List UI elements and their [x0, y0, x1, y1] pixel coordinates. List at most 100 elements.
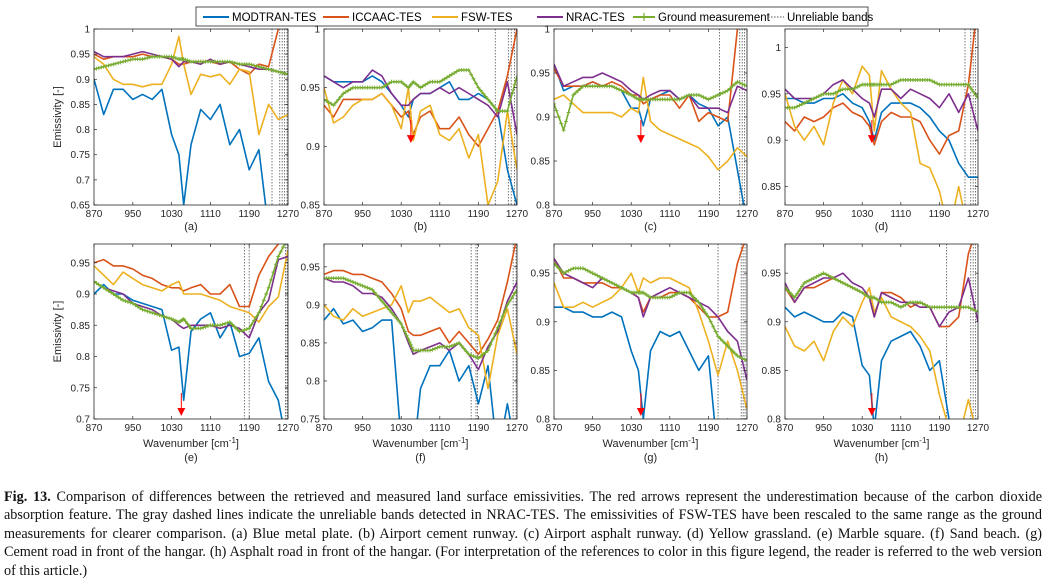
red-arrow	[636, 120, 645, 144]
x-tick-label: 1030	[160, 209, 183, 220]
figure-caption: Fig. 13. Comparison of differences betwe…	[4, 488, 1042, 580]
ground-point	[836, 278, 841, 283]
ground-point	[507, 100, 512, 105]
series-line-iccaac-tes	[785, 29, 976, 155]
ground-point	[568, 101, 573, 106]
ground-point	[706, 314, 711, 319]
red-arrow-head	[177, 408, 186, 416]
legend-label: Unreliable bands	[787, 12, 874, 24]
ground-point	[795, 104, 800, 109]
ground-point	[108, 290, 113, 295]
ground-point	[111, 62, 116, 67]
ground-point	[454, 341, 459, 346]
unreliable-bands	[717, 244, 747, 419]
ground-point	[718, 336, 723, 341]
ground-point	[556, 266, 561, 271]
ground-point	[836, 89, 841, 94]
ground-point	[264, 292, 269, 296]
ground-point	[802, 280, 807, 285]
ground-point	[483, 350, 488, 355]
y-tick-label: 0.8	[536, 415, 550, 426]
ground-point	[843, 282, 848, 287]
ground-point	[891, 301, 896, 306]
ground-point	[795, 291, 800, 296]
y-tick-label: 0.7	[76, 175, 90, 186]
x-tick-label: 1190	[929, 423, 951, 434]
ground-point	[401, 325, 406, 330]
ground-point	[966, 305, 971, 310]
ground-point	[927, 77, 932, 82]
ground-point	[593, 272, 598, 277]
ground-point	[353, 280, 358, 285]
ground-point	[242, 327, 247, 332]
ground-point	[483, 94, 488, 99]
y-tick-label: 0.8	[76, 125, 90, 136]
y-tick-label: 0.95	[301, 83, 321, 94]
ground-point	[498, 319, 503, 324]
ground-point	[408, 342, 413, 347]
ground-point	[140, 307, 145, 312]
ground-point	[971, 89, 976, 94]
x-tick-label: 1030	[390, 423, 413, 434]
ground-point	[437, 79, 442, 84]
ground-point	[799, 284, 804, 289]
figure-13: MODTRAN-TES ICCAAC-TES FSW-TES NRAC-TES Grou…	[52, 6, 990, 464]
y-tick-label: 0.9	[76, 75, 90, 86]
ground-point	[699, 94, 704, 99]
series-line-fsw-tes	[94, 35, 288, 136]
ground-point	[556, 115, 561, 119]
x-tick-label: 950	[584, 209, 601, 220]
ground-point	[708, 319, 713, 324]
ground-point	[966, 82, 971, 87]
ground-point	[360, 283, 365, 288]
legend-entry: ICCAAC-TES	[323, 12, 422, 24]
x-axis-label: Wavenumber [cm-1]	[373, 436, 469, 450]
ground-point	[449, 72, 454, 77]
ground-point	[609, 280, 614, 285]
ground-point	[809, 97, 814, 102]
ground-point	[370, 287, 375, 292]
ground-point	[831, 276, 836, 281]
red-arrow	[177, 393, 186, 416]
ground-point	[850, 87, 855, 92]
ground-markers	[94, 244, 287, 334]
series-line-modtran-tes	[785, 93, 978, 178]
ground-point	[490, 337, 495, 342]
ground-point	[281, 71, 286, 75]
ground-point	[742, 83, 747, 88]
ground-point	[118, 296, 123, 301]
ground-point	[624, 90, 629, 95]
ground-point	[278, 70, 283, 75]
ground-point	[971, 307, 976, 312]
ground-point	[384, 304, 389, 309]
ground-point	[809, 277, 814, 282]
x-tick-label: 950	[124, 423, 141, 434]
ground-point	[723, 89, 728, 94]
ground-point	[600, 276, 605, 281]
legend-entry: MODTRAN-TES	[203, 12, 317, 24]
ground-point	[181, 57, 186, 62]
x-tick-label: 1270	[506, 209, 529, 220]
x-tick-label: 1030	[160, 423, 183, 434]
ground-point	[898, 305, 903, 310]
ground-point	[568, 267, 573, 272]
panel-g: 870 950 1030 1110 1190 1270 0.8 0.85 0.9 0.95 (g) W…	[531, 243, 759, 464]
ground-point	[831, 91, 836, 96]
ground-point	[730, 348, 735, 353]
red-arrow-head	[636, 408, 645, 416]
ground-point	[554, 263, 559, 268]
legend: MODTRAN-TES ICCAAC-TES FSW-TES NRAC-TES Grou…	[195, 6, 874, 27]
x-tick-label: 1030	[390, 209, 413, 220]
x-tick-label: 1110	[429, 423, 450, 434]
ground-point	[920, 301, 925, 306]
ground-point	[735, 353, 740, 358]
y-tick-label: 0.9	[767, 317, 781, 328]
ground-point	[703, 311, 708, 316]
ground-point	[94, 281, 99, 286]
ground-point	[617, 87, 622, 92]
ground-point	[585, 268, 590, 273]
series-line-modtran-tes	[94, 79, 267, 205]
ground-point	[145, 55, 150, 60]
ground-point	[609, 84, 614, 89]
ground-point	[486, 348, 491, 353]
